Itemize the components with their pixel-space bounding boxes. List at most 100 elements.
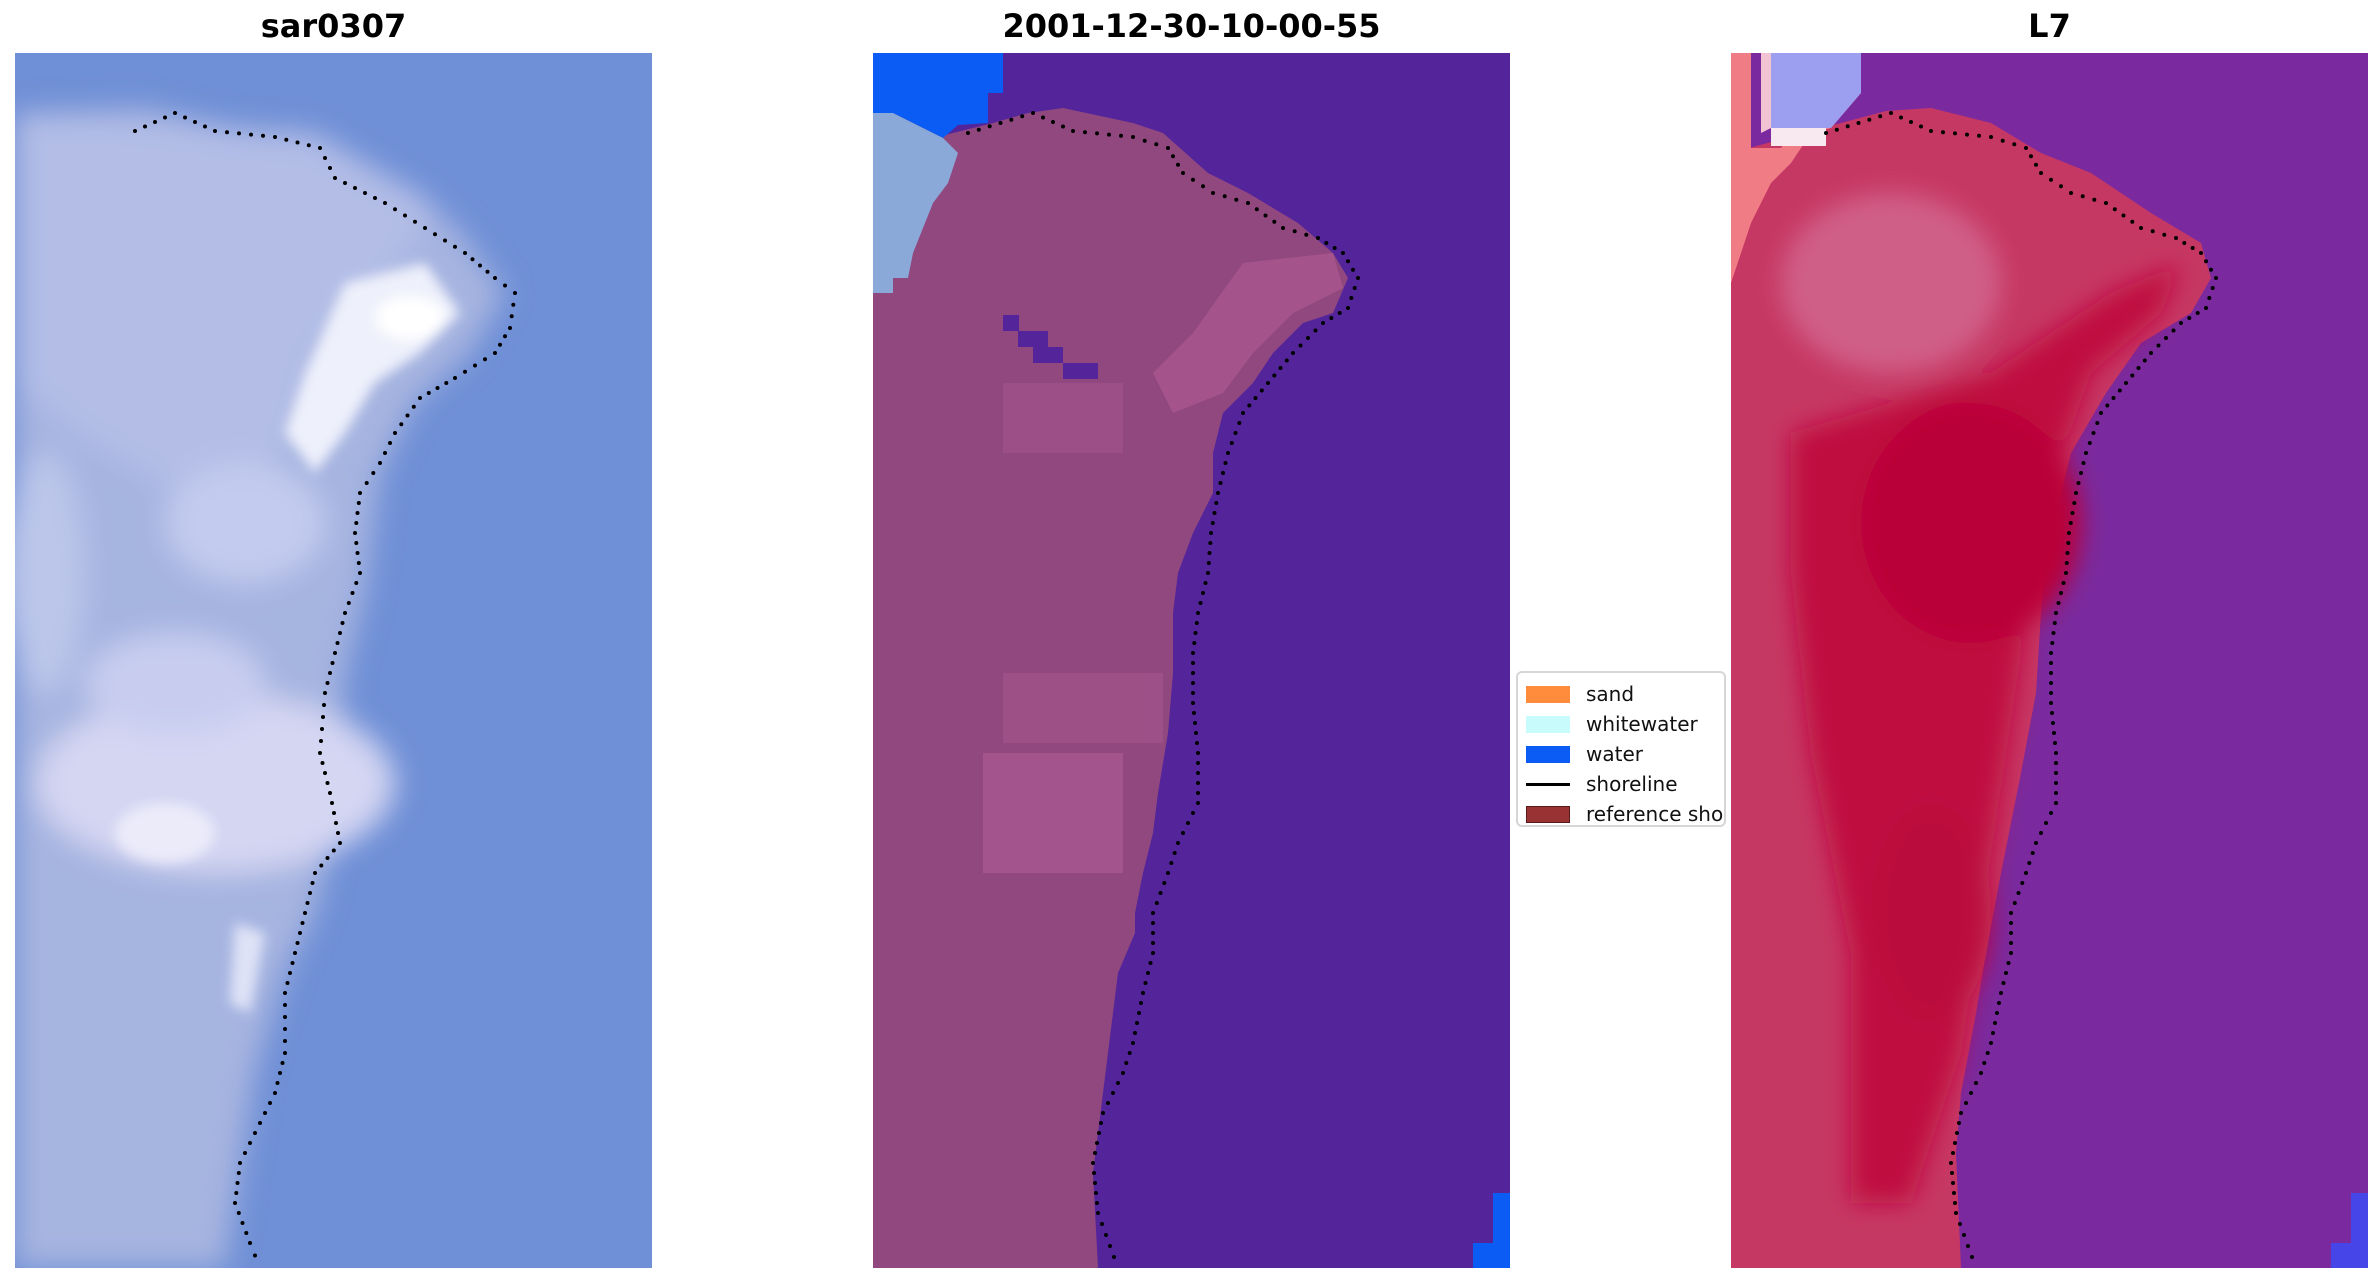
shoreline-dot bbox=[1266, 381, 1270, 385]
shoreline-dot bbox=[248, 1141, 252, 1145]
shoreline-dot bbox=[249, 132, 253, 137]
shoreline-dot bbox=[1979, 1071, 1983, 1075]
shoreline-dot bbox=[1989, 135, 1993, 139]
shoreline-dot bbox=[1985, 1051, 1990, 1055]
shoreline-dot bbox=[503, 283, 507, 288]
shoreline-dot bbox=[1993, 1021, 1997, 1025]
shoreline-dot bbox=[2104, 201, 2108, 205]
shoreline-dot bbox=[2009, 941, 2013, 945]
shoreline-dot bbox=[261, 133, 265, 138]
shoreline-dot bbox=[1186, 821, 1190, 825]
shoreline-dot bbox=[2044, 821, 2048, 825]
shoreline-dot bbox=[1009, 117, 1014, 122]
shoreline-dot bbox=[2052, 621, 2057, 625]
shoreline-dot bbox=[1020, 114, 1025, 119]
sand-swatch bbox=[1526, 685, 1570, 703]
shoreline-dot bbox=[1246, 201, 1250, 205]
shoreline-dot bbox=[2070, 511, 2075, 515]
shoreline-dot bbox=[2027, 861, 2032, 865]
shoreline-dot bbox=[1154, 142, 1159, 147]
shoreline-dot bbox=[2130, 373, 2135, 378]
shoreline-dot bbox=[1999, 991, 2003, 995]
shoreline-dot bbox=[2049, 671, 2053, 675]
shoreline-dot bbox=[2001, 981, 2006, 985]
shoreline-dot bbox=[513, 291, 517, 295]
shoreline-dot bbox=[153, 120, 157, 124]
shoreline-dot bbox=[248, 1241, 252, 1245]
shoreline-dot bbox=[1221, 471, 1225, 475]
shoreline-dot bbox=[1346, 306, 1350, 310]
shoreline-dot bbox=[1950, 1171, 1954, 1175]
shoreline-dot bbox=[1195, 741, 1199, 745]
shoreline-dot bbox=[2064, 571, 2068, 575]
shoreline-dot bbox=[319, 739, 323, 743]
shoreline-dot bbox=[1196, 801, 1200, 805]
shoreline-dot bbox=[1263, 213, 1268, 218]
shoreline-dot bbox=[493, 351, 497, 355]
shoreline-dot bbox=[244, 1231, 249, 1235]
shoreline-dot bbox=[2049, 651, 2053, 655]
shoreline-dot bbox=[498, 342, 502, 347]
shoreline-dot bbox=[1856, 121, 1861, 125]
shoreline-dot bbox=[1965, 132, 1969, 137]
shoreline-dot bbox=[1191, 671, 1195, 675]
shoreline-dot bbox=[1899, 115, 1903, 120]
shoreline-dot bbox=[1191, 681, 1195, 685]
classified-image-panel bbox=[873, 53, 1510, 1268]
shoreline-dot bbox=[346, 601, 351, 605]
shoreline-dot bbox=[2064, 561, 2069, 565]
shoreline-dot bbox=[283, 991, 287, 995]
shoreline-dot bbox=[253, 1131, 257, 1135]
shoreline-dot bbox=[1142, 138, 1147, 143]
shoreline-dot bbox=[2072, 501, 2077, 505]
shoreline-dot bbox=[2207, 296, 2212, 300]
shoreline-dot bbox=[1176, 841, 1180, 845]
shoreline-dot bbox=[2079, 471, 2083, 475]
shoreline-dot bbox=[1226, 451, 1230, 455]
shoreline-dot bbox=[2009, 951, 2013, 955]
shoreline-dot bbox=[511, 302, 516, 307]
shoreline-dot bbox=[1196, 751, 1200, 755]
l7-image bbox=[1731, 53, 2368, 1268]
shoreline-dot bbox=[1121, 1071, 1125, 1075]
shoreline-dot bbox=[328, 166, 332, 170]
shoreline-dot bbox=[236, 1211, 241, 1215]
shoreline-dot bbox=[2051, 631, 2056, 635]
shoreline-dot bbox=[1124, 1061, 1129, 1065]
shoreline-dot bbox=[2199, 251, 2203, 255]
shoreline-dot bbox=[2087, 441, 2092, 445]
shoreline-dot bbox=[1143, 981, 1148, 985]
shoreline-dot bbox=[2009, 911, 2013, 915]
shoreline-dot bbox=[2130, 219, 2135, 224]
shoreline-dot bbox=[2054, 751, 2058, 755]
shoreline-dot bbox=[1974, 1081, 1978, 1085]
shoreline-dot bbox=[2054, 781, 2058, 785]
shoreline-dot bbox=[388, 441, 392, 445]
shoreline-dot bbox=[283, 1003, 287, 1007]
shoreline-dot bbox=[478, 263, 482, 268]
shoreline-dot bbox=[1093, 1181, 1097, 1185]
shoreline-dot bbox=[1193, 631, 1198, 635]
shoreline-dot bbox=[2054, 761, 2058, 765]
shoreline-dot bbox=[383, 451, 387, 455]
shoreline-dot bbox=[325, 781, 330, 785]
shoreline-dot bbox=[1346, 259, 1350, 264]
shoreline-dot bbox=[1845, 124, 1850, 129]
shoreline-dot bbox=[435, 386, 440, 390]
shoreline-dot bbox=[413, 219, 417, 224]
shoreline-dot bbox=[1139, 1001, 1143, 1005]
shoreline-dot bbox=[2214, 276, 2218, 280]
shoreline-dot bbox=[1196, 771, 1200, 775]
shoreline-dot bbox=[1191, 701, 1195, 705]
classified-image bbox=[873, 53, 1510, 1268]
shoreline-dot bbox=[998, 121, 1003, 125]
shoreline-dot bbox=[426, 391, 431, 395]
shoreline-dot bbox=[1272, 373, 1277, 378]
shoreline-dot bbox=[2066, 541, 2071, 545]
shoreline-dot bbox=[2081, 461, 2086, 465]
shoreline-dot bbox=[2171, 328, 2176, 333]
shoreline-dot bbox=[1982, 1061, 1987, 1065]
shoreline-dot bbox=[283, 1015, 287, 1019]
shoreline-dot bbox=[1193, 721, 1197, 725]
shoreline-dot bbox=[1135, 1021, 1139, 1025]
